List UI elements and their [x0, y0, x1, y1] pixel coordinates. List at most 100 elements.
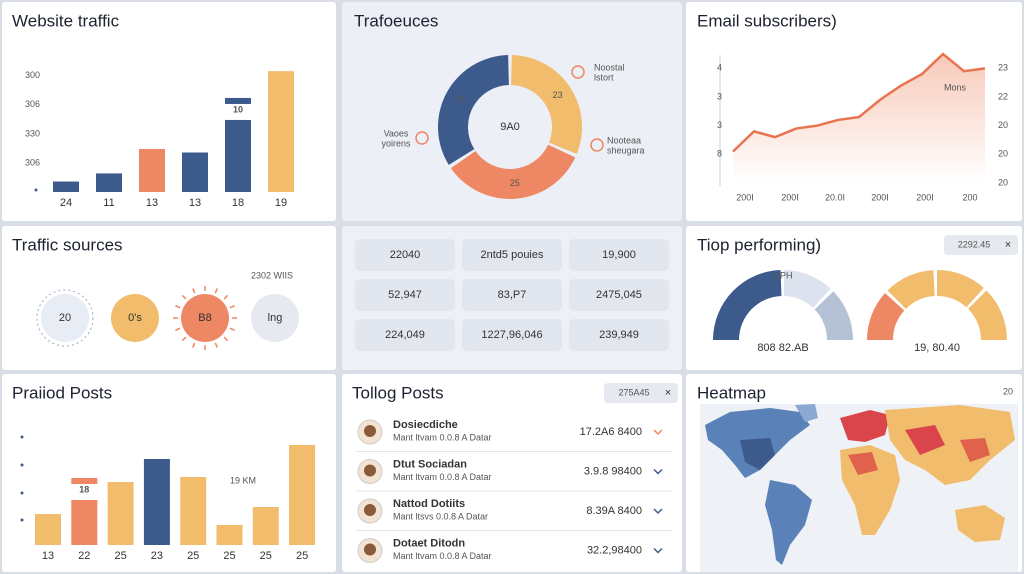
ray — [223, 336, 229, 342]
x-tick-label: 200I — [916, 192, 934, 202]
callout-dot — [415, 131, 429, 145]
panel-title: Tollog Posts — [352, 383, 444, 402]
gauge-segment — [814, 291, 853, 340]
annotation: 2302 WIIS — [251, 270, 293, 280]
source-label: 20 — [59, 312, 71, 324]
metric-cell — [462, 279, 562, 311]
panel-title: Trafoeuces — [354, 11, 438, 30]
row-value: 3.9.8 98400 — [584, 465, 642, 477]
avatar-face — [364, 543, 376, 556]
x-tick-label: 13 — [146, 197, 158, 209]
gauge-segment — [867, 293, 905, 340]
x-tick-label: 25 — [223, 550, 235, 562]
panel-title: Tiop performing) — [697, 235, 821, 254]
bar — [216, 525, 243, 545]
x-tick-label: 13 — [42, 550, 54, 562]
chip[interactable] — [944, 235, 1018, 255]
gauge-label: CPH — [773, 270, 792, 280]
ray — [229, 327, 235, 331]
chevron[interactable] — [653, 508, 663, 515]
bar — [252, 507, 279, 545]
gauge-segment — [713, 270, 782, 340]
metric-value: 19,900 — [602, 249, 636, 261]
ray — [175, 327, 181, 331]
metric-cell — [355, 319, 455, 351]
y-tick-label: 330 — [25, 128, 40, 138]
metric-value: 22040 — [390, 249, 421, 261]
bar — [35, 514, 61, 545]
y2-tick-label: 23 — [998, 63, 1008, 73]
ring — [36, 289, 94, 347]
panel — [342, 374, 682, 572]
row-name: Dtut Sociadan — [393, 458, 467, 470]
bar — [289, 445, 316, 545]
row-sub: Mant ltvam 0.0.8 A Datar — [393, 432, 492, 442]
metric-cell — [569, 279, 669, 311]
source-label: 0's — [128, 312, 142, 324]
metric-cell — [569, 239, 669, 271]
source-circle — [251, 294, 299, 342]
metric-cell — [355, 279, 455, 311]
line — [732, 52, 986, 153]
avatar-face — [364, 504, 376, 516]
segment-label: 25 — [510, 178, 520, 188]
chevron[interactable] — [653, 547, 663, 554]
x-tick-label: 23 — [151, 550, 163, 562]
donut-center: 9A0 — [500, 121, 520, 133]
row-sub: Mant ltsvs 0.0.8 A Datar — [393, 511, 488, 521]
metric-value: 2ntd5 pouies — [481, 249, 544, 261]
row-name: Dosiecdiche — [393, 419, 458, 431]
y2-tick-label: 20 — [998, 120, 1008, 130]
panel-title: Praiiod Posts — [12, 383, 112, 402]
row-value: 17.2A6 8400 — [580, 426, 642, 438]
row-sub: Mant ltvam 0.0.8 A Datar — [393, 472, 492, 482]
donut-segment — [511, 55, 583, 154]
ray — [229, 305, 235, 309]
x-tick-label: 22 — [78, 550, 90, 562]
axis-dot — [20, 463, 24, 467]
donut-segment — [450, 144, 576, 200]
panel-title: Traffic sources — [12, 235, 123, 254]
line-area — [733, 54, 985, 183]
bar-cap — [225, 97, 251, 104]
x-tick-label: 18 — [232, 197, 244, 209]
axis-dot — [20, 491, 24, 495]
metric-value: 224,049 — [385, 329, 425, 341]
metric-value: 1227,96,046 — [481, 329, 542, 341]
gauge-value: 19, 80.40 — [914, 342, 960, 354]
callout-label: lstort — [594, 72, 614, 82]
x-tick-label: 20.0I — [825, 192, 845, 202]
bar — [96, 173, 122, 192]
row-name: Dotaet Ditodn — [393, 537, 465, 549]
world-map — [700, 404, 1018, 572]
x-tick-label: 11 — [103, 197, 114, 209]
metric-value: 83,P7 — [498, 289, 527, 301]
bar-annotation: 18 — [79, 484, 89, 494]
callout-label: Nooteaa — [607, 135, 641, 145]
row-sub: Mant ltvam 0.0.8 A Datar — [393, 551, 492, 561]
bar-annotation: 10 — [233, 104, 243, 114]
chip-label[interactable]: 2292.45 — [958, 239, 991, 249]
gauge-segment — [937, 270, 984, 308]
metric-value: 2475,045 — [596, 289, 642, 301]
chevron[interactable] — [653, 468, 663, 475]
chip[interactable] — [604, 383, 678, 403]
row-value: 32.2,98400 — [587, 544, 642, 556]
x-tick-label: 200I — [871, 192, 889, 202]
chevron[interactable] — [653, 429, 663, 436]
y-tick-label: 306 — [25, 157, 40, 167]
source-circle — [111, 294, 159, 342]
chip-label[interactable]: 275A45 — [618, 387, 649, 397]
metric-cell — [569, 319, 669, 351]
chip-close[interactable]: × — [1005, 239, 1011, 251]
row-name: Nattod Dotiits — [393, 498, 465, 510]
x-tick-label: 13 — [189, 197, 201, 209]
chip-close[interactable]: × — [665, 387, 671, 399]
gauge-value: 808 82.AB — [757, 342, 808, 354]
x-tick-label: 25 — [114, 550, 126, 562]
avatar-face — [364, 425, 376, 437]
callout-label: Vaoes — [384, 128, 409, 138]
ray — [181, 294, 187, 300]
y2-tick-label: 20 — [998, 177, 1008, 187]
